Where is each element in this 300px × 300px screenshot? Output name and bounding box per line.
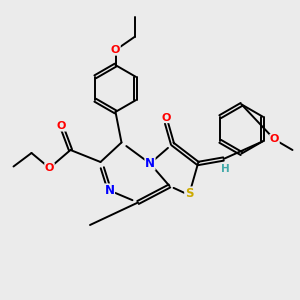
Text: N: N (145, 157, 155, 170)
Text: H: H (220, 164, 230, 175)
Text: N: N (104, 184, 115, 197)
Text: O: O (162, 112, 171, 123)
Text: O: O (45, 163, 54, 173)
Text: O: O (270, 134, 279, 145)
Text: S: S (185, 187, 193, 200)
Text: O: O (57, 121, 66, 131)
Text: O: O (111, 45, 120, 55)
